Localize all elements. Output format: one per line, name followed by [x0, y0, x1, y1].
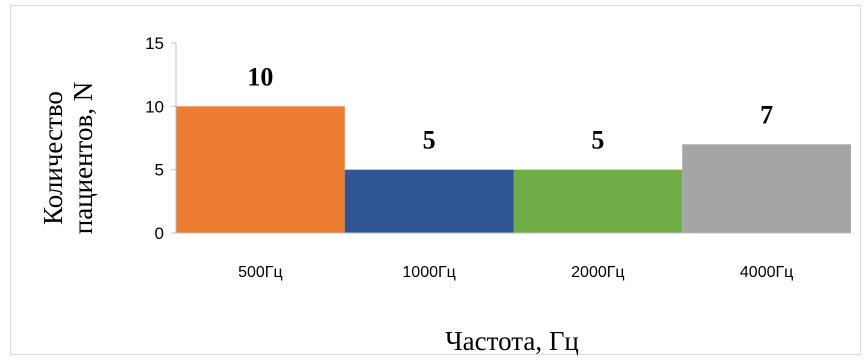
data-labels: 10 5 5 7: [247, 62, 773, 154]
y-tick-label: 0: [155, 224, 164, 243]
y-tick-label: 10: [145, 97, 164, 116]
bars: [176, 106, 851, 233]
data-label-3: 5: [591, 126, 604, 155]
bar-3: [513, 169, 683, 233]
bar-4: [682, 144, 851, 233]
y-tick-label: 5: [155, 161, 164, 180]
category-labels: 500Гц 1000Гц 2000Гц 4000Гц: [238, 264, 793, 281]
data-label-4: 7: [760, 100, 773, 129]
y-tick-label: 15: [145, 34, 164, 53]
y-axis-title-line2: пациентов, N: [68, 82, 98, 234]
category-label-3: 2000Гц: [571, 264, 624, 281]
data-label-2: 5: [423, 126, 436, 155]
bar-1: [176, 106, 345, 233]
category-label-2: 1000Гц: [402, 264, 455, 281]
y-axis-ticks: 0 5 10 15: [145, 34, 176, 243]
bar-2: [344, 169, 514, 233]
category-label-4: 4000Гц: [740, 264, 793, 281]
category-label-1: 500Гц: [238, 264, 283, 281]
x-axis-title: Частота, Гц: [445, 326, 579, 356]
data-label-1: 10: [247, 62, 273, 91]
y-axis-title-line1: Количество: [38, 91, 68, 225]
